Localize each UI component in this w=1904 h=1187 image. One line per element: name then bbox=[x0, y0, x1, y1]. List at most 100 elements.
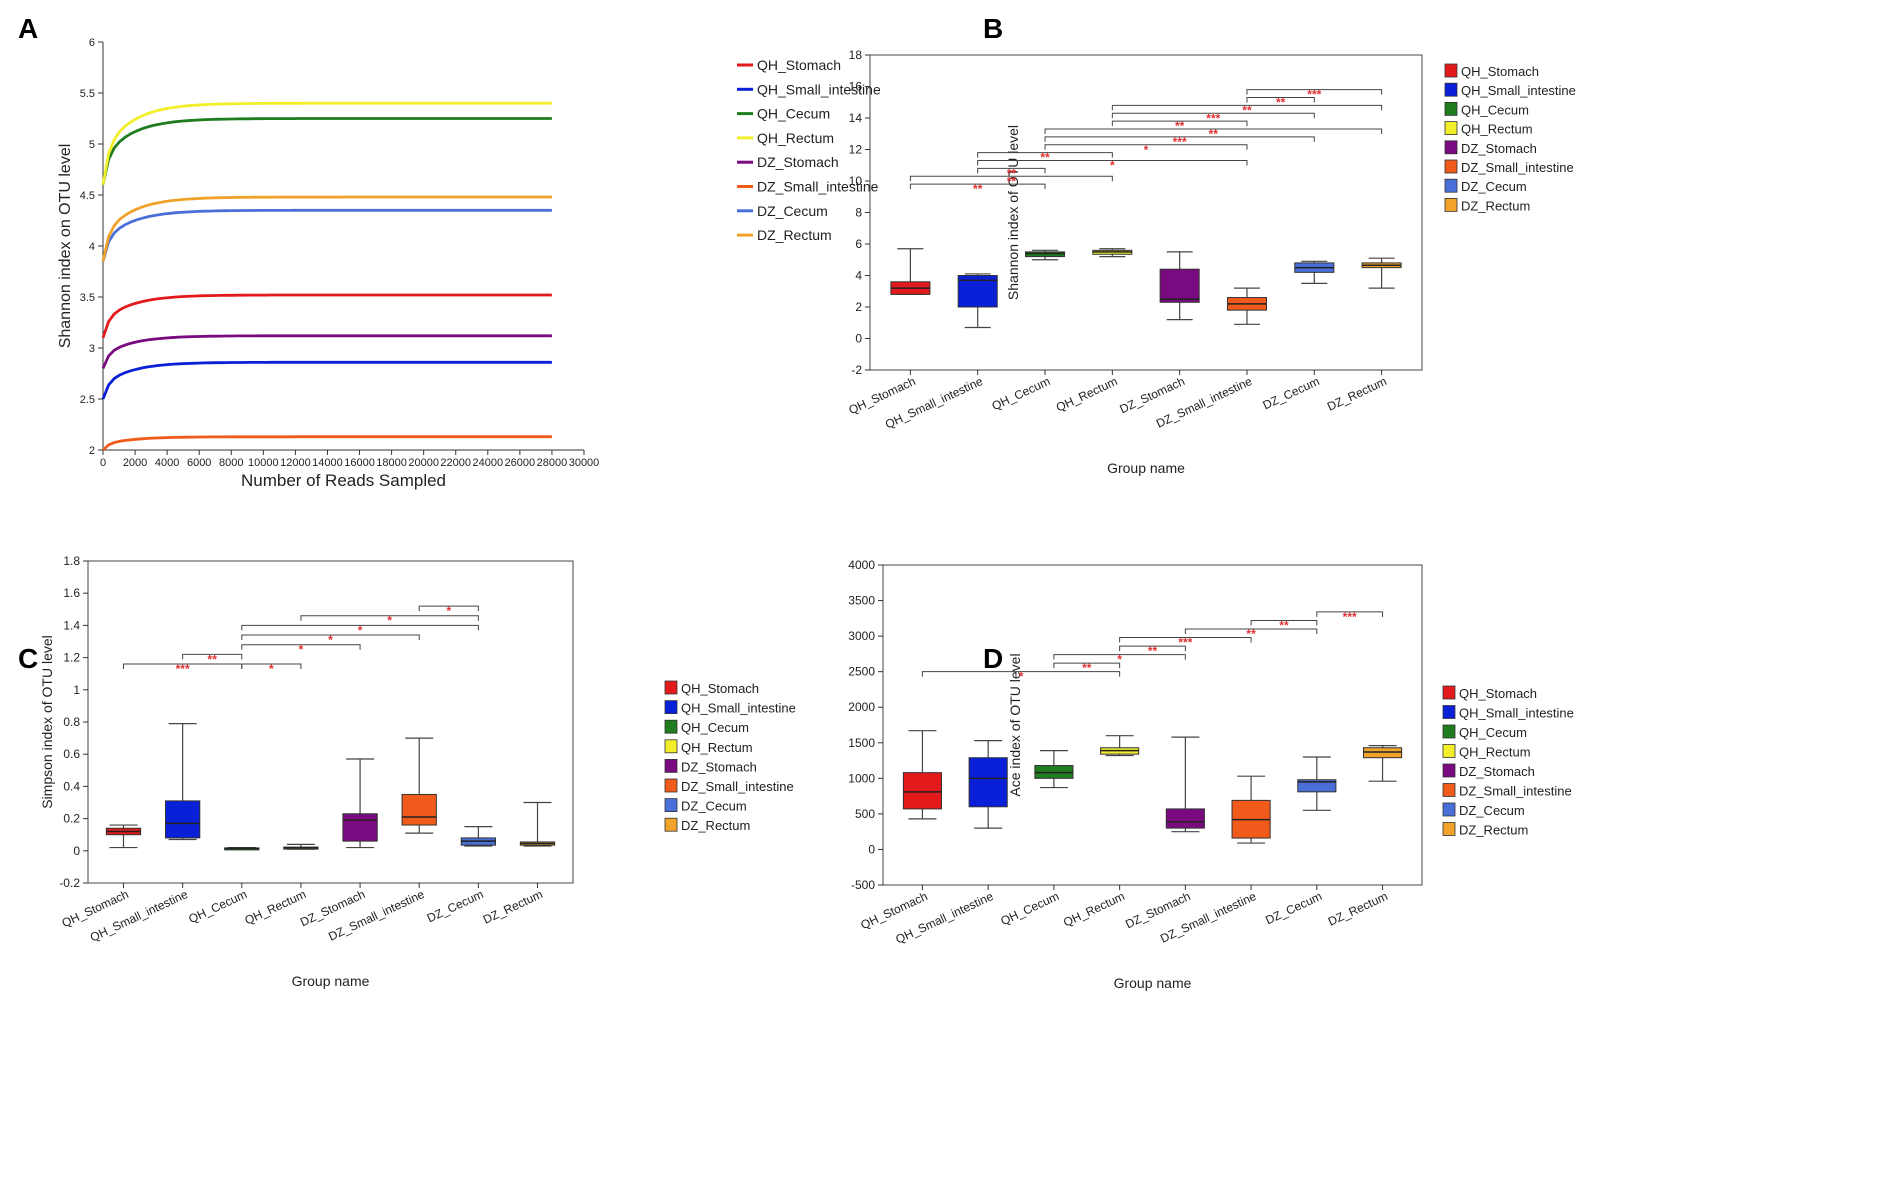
x-axis-title: Group name bbox=[292, 973, 370, 989]
legend-label: QH_Small_intestine bbox=[1459, 706, 1574, 721]
legend-label: QH_Rectum bbox=[1459, 745, 1531, 760]
y-tick-label: 14 bbox=[849, 111, 863, 125]
y-tick-label: 2 bbox=[89, 445, 95, 457]
legend-label: QH_Rectum bbox=[757, 130, 834, 146]
y-tick-label: 1.2 bbox=[63, 651, 80, 665]
series-line-qh-rectum bbox=[101, 101, 552, 186]
rarefaction-chart: 22.533.544.555.560 2000 4000 6000 8000 10000 1… bbox=[57, 37, 881, 490]
series-line-dz-rectum bbox=[101, 195, 552, 262]
y-tick-label: 3 bbox=[89, 343, 95, 355]
legend-swatch bbox=[1442, 763, 1456, 778]
x-tick-label: 26000 bbox=[505, 457, 536, 469]
legend-label: DZ_Small_intestine bbox=[757, 179, 879, 195]
legend-label: QH_Stomach bbox=[1461, 64, 1539, 79]
x-tick-label: 14000 bbox=[312, 457, 343, 469]
significance-bracket bbox=[1044, 136, 1315, 142]
x-tick-label: 22000 bbox=[440, 457, 471, 469]
legend-label: QH_Small_intestine bbox=[1461, 83, 1576, 98]
y-axis-title: Simpson index of OTU level bbox=[39, 635, 55, 809]
x-tick-label: DZ_Rectum bbox=[1326, 889, 1390, 929]
legend-label: DZ_Small_intestine bbox=[1461, 160, 1574, 175]
x-tick-label: 18000 bbox=[376, 457, 407, 469]
significance-bracket bbox=[300, 615, 479, 621]
significance-bracket bbox=[921, 671, 1121, 677]
y-tick-label: 4 bbox=[855, 269, 862, 283]
significance-label: *** bbox=[1173, 135, 1187, 149]
legend-label: DZ_Cecum bbox=[681, 799, 747, 814]
x-tick-label: 0 bbox=[100, 457, 106, 469]
series-line-dz-cecum bbox=[101, 208, 552, 262]
significance-bracket bbox=[241, 624, 479, 631]
legend-swatch bbox=[1444, 178, 1458, 193]
x-tick-label: 24000 bbox=[473, 457, 504, 469]
box-qh-small-intestine bbox=[968, 757, 1008, 808]
series-line-qh-cecum bbox=[101, 117, 552, 186]
x-tick-label: DZ_Cecum bbox=[1261, 374, 1322, 412]
significance-label: *** bbox=[1178, 636, 1192, 650]
legend-swatch bbox=[664, 700, 678, 714]
significance-label: ** bbox=[1279, 618, 1289, 632]
y-tick-label: 2 bbox=[855, 300, 862, 314]
y-tick-label: 0.4 bbox=[63, 779, 80, 793]
ace-boxplot: -500 0 500 1000 1500 2000 2500 3000 3500 4000 Ace … bbox=[848, 558, 1574, 991]
y-tick-label: 16 bbox=[849, 80, 863, 94]
y-tick-label: 1.4 bbox=[63, 618, 80, 632]
legend-swatch bbox=[1442, 783, 1456, 797]
legend-swatch bbox=[664, 817, 678, 832]
significance-label: * bbox=[446, 604, 451, 618]
y-tick-label: 12 bbox=[849, 143, 863, 157]
legend-label: QH_Cecum bbox=[1459, 725, 1527, 740]
y-tick-label: 4000 bbox=[848, 558, 875, 572]
y-tick-label: 1.8 bbox=[63, 554, 80, 568]
y-tick-label: 2000 bbox=[848, 700, 875, 714]
significance-label: * bbox=[358, 623, 363, 637]
y-tick-label: 0.2 bbox=[63, 812, 80, 826]
legend-label: DZ_Stomach bbox=[681, 759, 757, 774]
x-axis-title: Group name bbox=[1114, 975, 1192, 991]
y-axis-title: Ace index of OTU level bbox=[1007, 653, 1023, 796]
significance-bracket bbox=[1053, 662, 1121, 669]
legend-swatch bbox=[1444, 159, 1458, 174]
box-dz-cecum bbox=[1297, 779, 1337, 793]
significance-bracket bbox=[1044, 144, 1248, 150]
x-tick-label: 4000 bbox=[155, 457, 179, 469]
significance-bracket bbox=[909, 183, 1046, 190]
y-tick-label: 0 bbox=[868, 842, 875, 856]
y-tick-label: 5.5 bbox=[80, 88, 95, 100]
legend-label: DZ_Rectum bbox=[757, 227, 832, 243]
x-tick-label: 16000 bbox=[344, 457, 375, 469]
significance-label: * bbox=[387, 614, 392, 628]
legend-swatch bbox=[1444, 197, 1458, 212]
y-tick-label: 3.5 bbox=[80, 292, 95, 304]
x-tick-label: 20000 bbox=[408, 457, 439, 469]
x-tick-label: 28000 bbox=[537, 457, 568, 469]
legend-label: DZ_Cecum bbox=[1461, 179, 1527, 194]
significance-label: ** bbox=[1242, 103, 1252, 117]
panel-label-d: D bbox=[983, 643, 1003, 674]
significance-label: *** bbox=[1206, 111, 1220, 125]
legend-swatch bbox=[1442, 724, 1456, 739]
significance-label: ** bbox=[1007, 174, 1017, 188]
significance-label: ** bbox=[1246, 627, 1256, 641]
y-tick-label: 0 bbox=[73, 844, 80, 858]
significance-bracket bbox=[182, 653, 243, 660]
significance-bracket bbox=[1053, 654, 1186, 660]
y-tick-label: 3500 bbox=[848, 594, 875, 608]
plot-frame bbox=[882, 564, 1423, 886]
significance-bracket bbox=[1119, 645, 1186, 652]
legend-label: DZ_Small_intestine bbox=[1459, 784, 1572, 799]
simpson-boxplot: -0.2 0 0.2 0.4 0.6 0.8 1 1.2 1.4 1.6 1.8 Simpson in… bbox=[39, 554, 796, 989]
legend-label: QH_Small_intestine bbox=[681, 701, 796, 716]
series-line-qh-small-intestine bbox=[101, 360, 552, 400]
significance-label: * bbox=[299, 643, 304, 657]
significance-label: * bbox=[328, 633, 333, 647]
series-line-dz-stomach bbox=[101, 334, 552, 369]
y-tick-label: 4 bbox=[89, 241, 95, 253]
significance-label: *** bbox=[1307, 88, 1321, 102]
x-tick-label: DZ_Rectum bbox=[1325, 374, 1389, 414]
y-tick-label: 1500 bbox=[848, 736, 875, 750]
y-tick-label: 4.5 bbox=[80, 190, 95, 202]
significance-bracket bbox=[1111, 120, 1248, 127]
x-tick-label: 10000 bbox=[248, 457, 279, 469]
significance-bracket bbox=[1250, 619, 1318, 626]
